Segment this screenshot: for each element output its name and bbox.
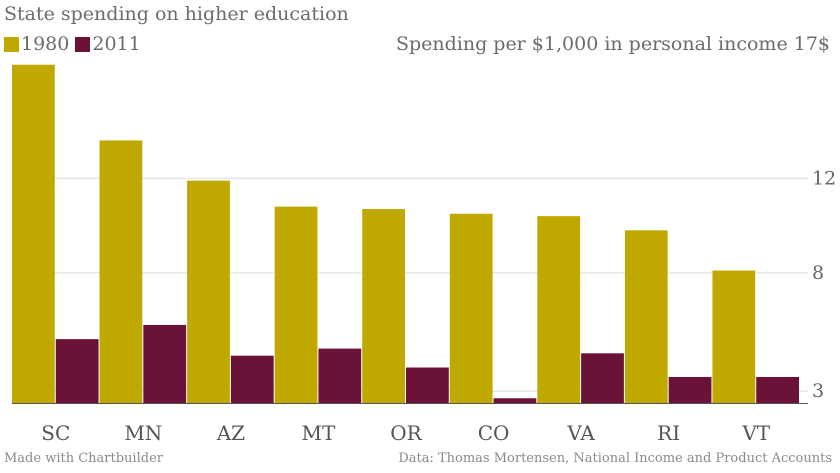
bar-1980-VT bbox=[712, 270, 756, 403]
x-tick-label: OR bbox=[390, 421, 422, 445]
bar-2011-MN bbox=[143, 324, 187, 403]
legend-swatch-2011 bbox=[75, 36, 91, 52]
bar-1980-MT bbox=[274, 206, 318, 403]
y-tick-label: 8 bbox=[812, 262, 824, 284]
x-tick-label: AZ bbox=[216, 421, 245, 445]
x-tick-label: MN bbox=[124, 421, 162, 445]
x-tick-label: SC bbox=[41, 421, 70, 445]
bar-2011-SC bbox=[55, 339, 99, 403]
bar-1980-CO bbox=[449, 213, 493, 403]
chart-subtitle: Spending per $1,000 in personal income 1… bbox=[395, 33, 830, 55]
bar-2011-VT bbox=[756, 376, 799, 403]
legend: 1980 2011 bbox=[4, 33, 141, 55]
credit-text: Made with Chartbuilder bbox=[4, 451, 163, 466]
bar-2011-AZ bbox=[230, 355, 274, 403]
bar-2011-RI bbox=[668, 376, 712, 403]
bar-2011-OR bbox=[406, 367, 449, 403]
chart-title: State spending on higher education bbox=[4, 3, 349, 25]
bar-1980-RI bbox=[624, 230, 668, 403]
bar-1980-OR bbox=[362, 209, 405, 403]
source-text: Data: Thomas Mortensen, National Income … bbox=[398, 451, 832, 466]
legend-label-2011: 2011 bbox=[92, 33, 141, 55]
legend-label-1980: 1980 bbox=[21, 33, 70, 55]
bar-2011-CO bbox=[493, 398, 537, 403]
bar-1980-MN bbox=[99, 140, 143, 403]
legend-swatch-1980 bbox=[4, 36, 19, 52]
y-tick-label: 3 bbox=[812, 380, 824, 402]
bar-1980-SC bbox=[12, 64, 55, 404]
x-tick-label: RI bbox=[657, 421, 680, 445]
bar-1980-AZ bbox=[187, 180, 230, 403]
bar-2011-VA bbox=[581, 353, 624, 403]
bar-2011-MT bbox=[318, 348, 362, 403]
x-tick-label: VT bbox=[741, 421, 770, 445]
x-tick-label: MT bbox=[302, 421, 336, 445]
y-tick-label: 12 bbox=[812, 167, 836, 189]
x-tick-label: VA bbox=[566, 421, 595, 445]
legend-item-1980: 1980 bbox=[4, 33, 69, 55]
legend-item-2011: 2011 bbox=[75, 33, 141, 55]
bar-1980-VA bbox=[537, 216, 581, 403]
x-tick-label: CO bbox=[478, 421, 510, 445]
